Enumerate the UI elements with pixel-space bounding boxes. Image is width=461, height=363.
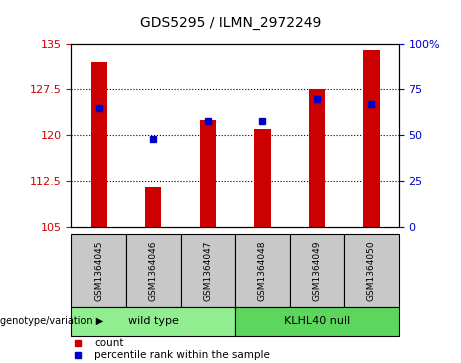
Text: GSM1364046: GSM1364046 (149, 240, 158, 301)
Bar (71, 234, 126, 307)
Text: count: count (95, 338, 124, 348)
Text: GSM1364048: GSM1364048 (258, 240, 267, 301)
Bar (254, 129, 271, 227)
Bar (90, 62, 107, 227)
Bar (200, 120, 216, 227)
Bar (309, 89, 325, 227)
Text: GSM1364045: GSM1364045 (94, 240, 103, 301)
Bar (363, 50, 380, 227)
Bar (145, 187, 161, 227)
Bar (235, 234, 290, 307)
Bar (290, 234, 344, 307)
Text: percentile rank within the sample: percentile rank within the sample (95, 350, 270, 360)
Text: GDS5295 / ILMN_2972249: GDS5295 / ILMN_2972249 (140, 16, 321, 30)
Text: genotype/variation ▶: genotype/variation ▶ (0, 316, 103, 326)
Bar (126, 234, 181, 307)
Bar (71, 307, 235, 336)
Text: wild type: wild type (128, 316, 179, 326)
Text: GSM1364047: GSM1364047 (203, 240, 213, 301)
Bar (235, 307, 399, 336)
Text: KLHL40 null: KLHL40 null (284, 316, 350, 326)
Text: GSM1364050: GSM1364050 (367, 240, 376, 301)
Text: GSM1364049: GSM1364049 (313, 240, 321, 301)
Bar (344, 234, 399, 307)
Bar (181, 234, 235, 307)
